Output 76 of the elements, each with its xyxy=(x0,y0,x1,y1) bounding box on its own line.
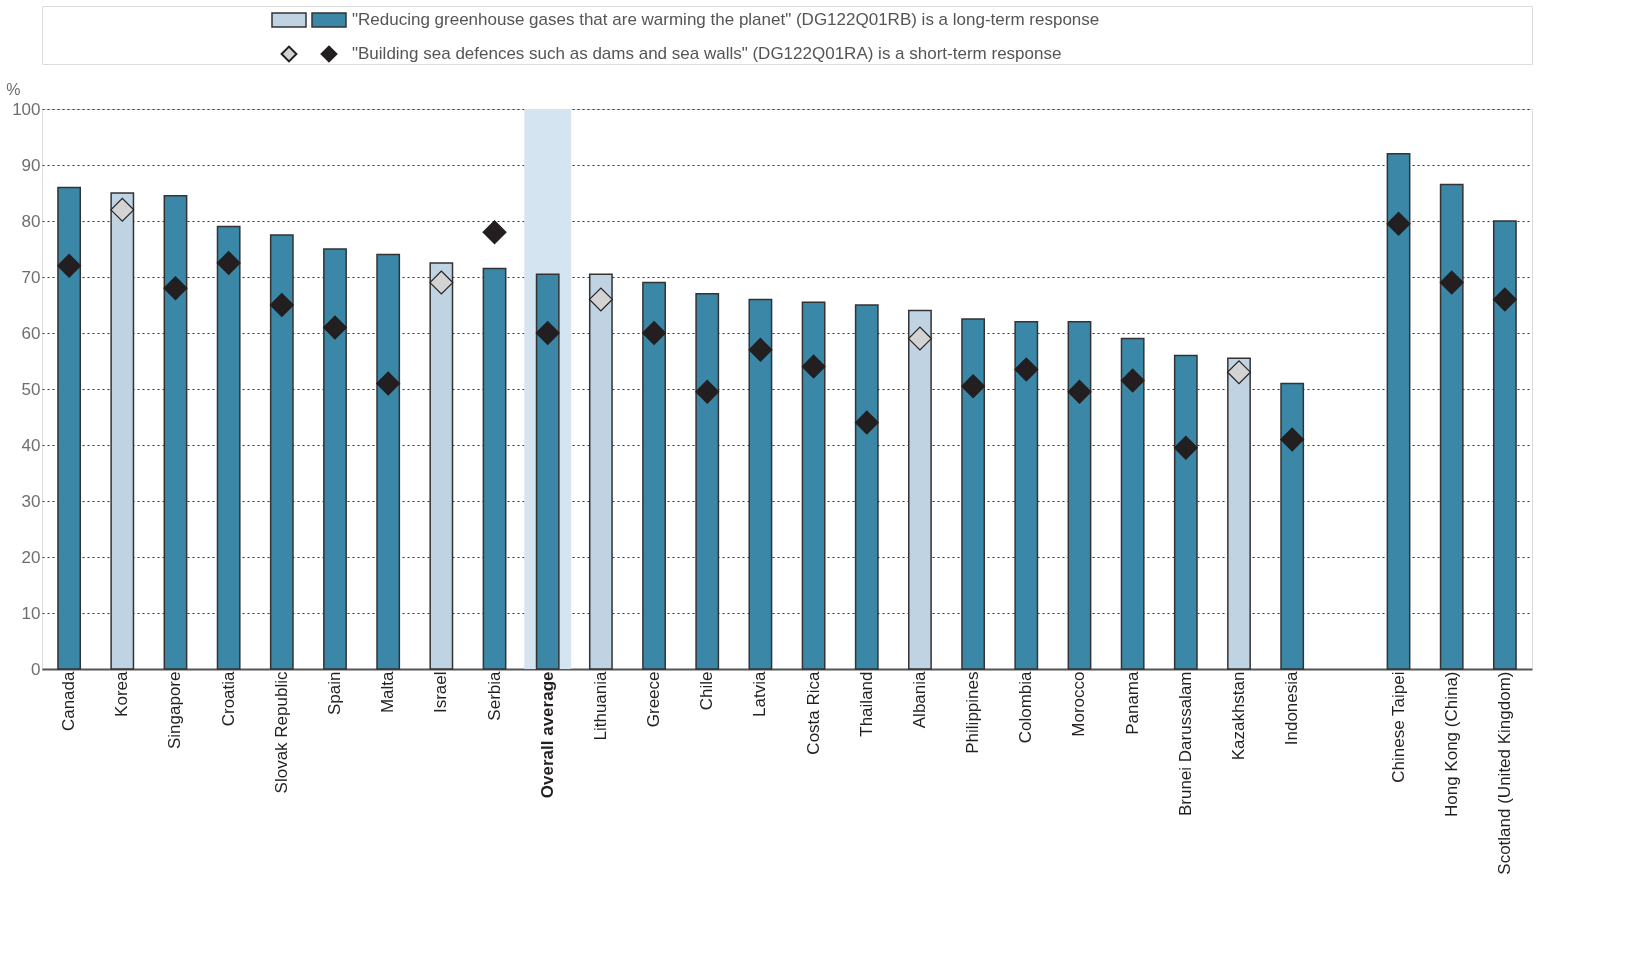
y-tick-label: 100 xyxy=(12,99,41,119)
point xyxy=(1067,379,1092,404)
x-tick-label: Latvia xyxy=(750,670,770,717)
y-tick-label: 70 xyxy=(21,267,41,287)
x-tick-label: Malta xyxy=(378,670,398,714)
x-tick-label: Israel xyxy=(431,671,451,714)
x-tick-label: Thailand xyxy=(856,671,876,737)
bar xyxy=(535,273,560,670)
point xyxy=(1439,270,1464,295)
x-tick-label: Singapore xyxy=(165,671,185,750)
point xyxy=(854,410,879,435)
x-tick-label: Scotland (United Kingdom) xyxy=(1494,671,1514,875)
x-tick-label: Chile xyxy=(697,671,717,711)
x-tick-label: Canada xyxy=(59,670,79,732)
y-tick-label: 20 xyxy=(21,547,41,567)
x-tick-label: Colombia xyxy=(1016,670,1036,744)
point xyxy=(1120,368,1145,393)
y-tick-label: 80 xyxy=(21,211,41,231)
y-tick-label: 90 xyxy=(21,155,41,175)
point xyxy=(57,253,82,278)
point xyxy=(961,374,986,399)
point xyxy=(482,220,507,245)
x-tick-label: Korea xyxy=(112,670,132,717)
x-tick-label: Croatia xyxy=(218,670,238,727)
x-tick-label: Albania xyxy=(909,670,929,729)
x-tick-label: Slovak Republic xyxy=(271,671,291,794)
y-tick-label: 10 xyxy=(21,603,41,623)
point xyxy=(429,270,454,295)
point xyxy=(376,371,401,396)
point xyxy=(801,354,826,379)
y-tick-label: 0 xyxy=(31,659,41,679)
y-tick-label: 40 xyxy=(21,435,41,455)
bar xyxy=(801,301,826,670)
point xyxy=(1280,427,1305,452)
point xyxy=(269,293,294,317)
bar xyxy=(216,225,241,670)
x-tick-label: Serbia xyxy=(484,670,504,721)
point xyxy=(1227,360,1251,385)
point xyxy=(907,326,932,351)
x-tick-label: Indonesia xyxy=(1282,670,1302,746)
point xyxy=(163,276,188,301)
x-tick-label: Philippines xyxy=(963,671,983,754)
bar xyxy=(1067,321,1092,670)
y-axis-title: % xyxy=(6,80,21,98)
point xyxy=(323,315,347,340)
point xyxy=(1386,211,1411,236)
point xyxy=(535,321,560,345)
x-tick-label: Hong Kong (China) xyxy=(1441,671,1461,818)
bar xyxy=(57,186,82,670)
x-tick-label: Greece xyxy=(644,671,664,728)
point xyxy=(110,197,135,222)
x-tick-label: Chinese Taipei xyxy=(1388,671,1408,783)
x-tick-label: Panama xyxy=(1122,670,1142,735)
x-tick-label: Lithuania xyxy=(590,670,610,741)
point xyxy=(695,379,720,404)
legend-label: "Building sea defences such as dams and sea walls" (DG122Q01RA) is a short-term response xyxy=(352,44,1062,63)
x-tick-label: Morocco xyxy=(1069,671,1089,737)
point xyxy=(216,251,241,275)
point xyxy=(588,287,613,312)
x-tick-label: Kazakhstan xyxy=(1229,671,1248,761)
x-tick-label: Costa Rica xyxy=(803,670,823,755)
point xyxy=(748,337,773,362)
bar xyxy=(642,281,666,670)
point xyxy=(1014,357,1039,382)
x-tick-label: Spain xyxy=(325,671,344,715)
x-tick-label: Overall average xyxy=(537,671,557,799)
bar xyxy=(1386,153,1411,670)
point xyxy=(1492,287,1517,312)
y-tick-label: 60 xyxy=(21,323,41,343)
x-tick-label: Brunei Darussalam xyxy=(1175,671,1195,817)
point xyxy=(1173,435,1198,460)
y-tick-label: 50 xyxy=(21,379,41,399)
point xyxy=(642,321,667,345)
y-tick-label: 30 xyxy=(21,491,41,511)
bar xyxy=(1227,357,1251,670)
legend-label: "Reducing greenhouse gases that are warming the planet" (DG122Q01RB) is a long-term response xyxy=(352,10,1100,29)
